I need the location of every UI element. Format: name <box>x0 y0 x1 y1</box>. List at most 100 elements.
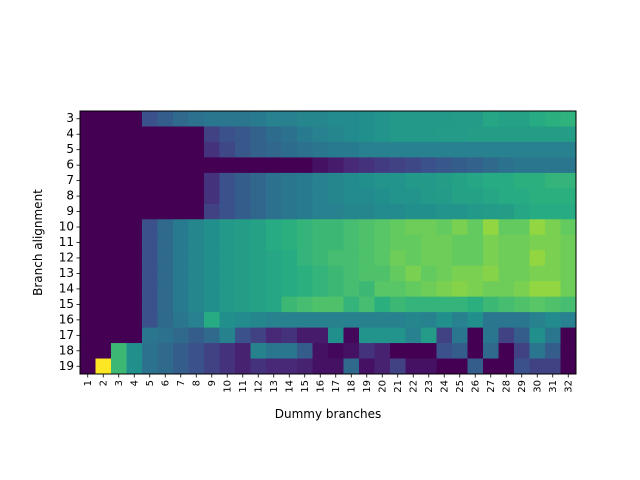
heatmap-cell <box>80 343 96 359</box>
heatmap-cell <box>514 250 530 267</box>
heatmap-cell <box>281 141 298 158</box>
heatmap-cell <box>343 250 360 267</box>
heatmap-cell <box>421 250 437 267</box>
heatmap-cell <box>219 111 236 127</box>
heatmap-cell <box>529 234 546 251</box>
heatmap-cell <box>173 172 189 189</box>
heatmap-cell <box>436 126 453 143</box>
heatmap-cell <box>95 219 112 236</box>
heatmap-cell <box>219 312 236 328</box>
y-tick-label: 16 <box>59 312 74 326</box>
heatmap-cell <box>266 296 282 313</box>
heatmap-cell <box>266 343 282 359</box>
heatmap-cell <box>498 157 515 174</box>
heatmap-cell <box>235 219 251 236</box>
heatmap-cell <box>560 312 577 328</box>
heatmap-cell <box>312 188 329 205</box>
y-tick-label: 12 <box>59 250 74 264</box>
heatmap-cell <box>452 250 468 267</box>
x-tick-label: 28 <box>501 380 512 393</box>
heatmap-cell <box>281 327 298 344</box>
heatmap-cell <box>297 111 313 127</box>
heatmap-cell <box>467 219 484 236</box>
heatmap-cell <box>126 219 143 236</box>
heatmap-cell <box>111 265 127 282</box>
heatmap-cell <box>266 172 282 189</box>
heatmap-cell <box>405 250 422 267</box>
heatmap-cell <box>343 312 360 328</box>
heatmap-cell <box>126 281 143 298</box>
heatmap-cell <box>359 157 375 174</box>
heatmap-cell <box>281 312 298 328</box>
heatmap-cell <box>266 281 282 298</box>
heatmap-cell <box>560 219 577 236</box>
heatmap-cell <box>250 126 267 143</box>
heatmap-cell <box>452 203 468 220</box>
heatmap-cell <box>235 188 251 205</box>
heatmap-cell <box>188 281 205 298</box>
heatmap-cell <box>359 172 375 189</box>
heatmap-cell <box>126 234 143 251</box>
heatmap-cell <box>529 157 546 174</box>
heatmap-cell <box>219 281 236 298</box>
y-tick-label: 7 <box>66 173 74 187</box>
heatmap-cell <box>374 126 391 143</box>
heatmap-cell <box>529 188 546 205</box>
heatmap-cell <box>235 111 251 127</box>
heatmap-cell <box>188 188 205 205</box>
heatmap-cell <box>111 343 127 359</box>
heatmap-cell <box>328 157 344 174</box>
heatmap-cell <box>95 312 112 328</box>
heatmap-cell <box>219 203 236 220</box>
heatmap-cell <box>250 203 267 220</box>
y-tick-label: 8 <box>66 189 74 203</box>
heatmap-cell <box>297 250 313 267</box>
x-tick-label: 17 <box>331 380 342 393</box>
heatmap-cell <box>545 281 561 298</box>
heatmap-cell <box>328 312 344 328</box>
heatmap-cell <box>328 188 344 205</box>
heatmap-cell <box>219 157 236 174</box>
y-tick-label: 13 <box>59 266 74 280</box>
heatmap-cell <box>235 172 251 189</box>
x-tick-label: 10 <box>222 380 233 393</box>
heatmap-cell <box>188 126 205 143</box>
heatmap-cell <box>312 281 329 298</box>
heatmap-cell <box>343 172 360 189</box>
heatmap-cell <box>80 219 96 236</box>
heatmap-cell <box>483 111 499 127</box>
heatmap-cell <box>452 327 468 344</box>
heatmap-cell <box>126 157 143 174</box>
heatmap-cell <box>405 126 422 143</box>
heatmap-cell <box>142 327 158 344</box>
heatmap-cell <box>312 234 329 251</box>
heatmap-cell <box>219 141 236 158</box>
heatmap-cell <box>514 358 530 375</box>
heatmap-cell <box>297 172 313 189</box>
heatmap-cell <box>390 343 406 359</box>
heatmap-cell <box>467 141 484 158</box>
heatmap-cell <box>219 219 236 236</box>
heatmap-cell <box>374 327 391 344</box>
heatmap-cell <box>529 312 546 328</box>
heatmap-cell <box>204 203 220 220</box>
heatmap-cell <box>498 141 515 158</box>
heatmap-cell <box>483 126 499 143</box>
heatmap-cell <box>219 188 236 205</box>
heatmap-cell <box>560 188 577 205</box>
heatmap-cell <box>514 296 530 313</box>
heatmap-cell <box>250 141 267 158</box>
heatmap-cell <box>111 172 127 189</box>
heatmap-cell <box>374 234 391 251</box>
x-tick-label: 1 <box>83 380 94 386</box>
heatmap-cell <box>545 157 561 174</box>
heatmap-cell <box>312 358 329 375</box>
heatmap-cell <box>219 327 236 344</box>
x-tick-label: 20 <box>377 380 388 393</box>
heatmap-cell <box>436 250 453 267</box>
heatmap-cell <box>250 296 267 313</box>
heatmap-cell <box>126 327 143 344</box>
heatmap-cell <box>204 111 220 127</box>
heatmap-cell <box>204 141 220 158</box>
heatmap-cell <box>560 281 577 298</box>
